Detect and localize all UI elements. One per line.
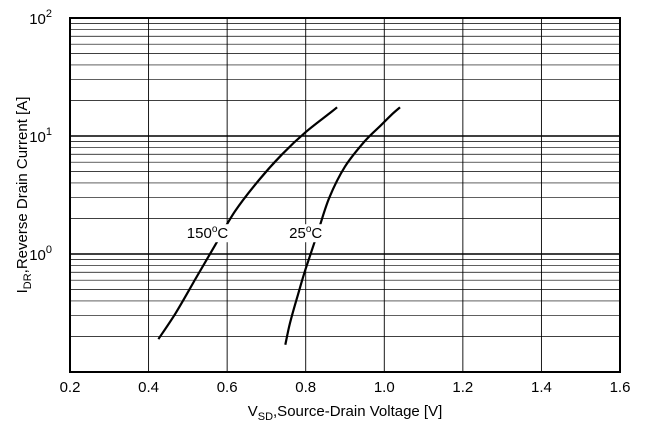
x-tick-label: 1.0 xyxy=(374,379,395,396)
x-tick-labels: 0.2 0.4 0.6 0.8 1.0 1.2 1.4 1.6 xyxy=(60,379,631,396)
x-tick-label: 1.6 xyxy=(610,379,631,396)
series-line-1 xyxy=(284,106,401,346)
series-label-1: 25oC xyxy=(289,224,322,242)
x-tick-label: 0.2 xyxy=(60,379,81,396)
x-tick-label: 0.6 xyxy=(217,379,238,396)
curves xyxy=(157,106,401,346)
y-axis-label: IDR,Reverse Drain Current [A] xyxy=(14,97,34,294)
x-tick-label: 0.4 xyxy=(138,379,159,396)
series-line-0 xyxy=(157,106,338,340)
series-label-0: 150oC xyxy=(187,224,229,242)
x-tick-label: 1.4 xyxy=(531,379,552,396)
series-label-background xyxy=(185,224,230,243)
x-tick-label: 0.8 xyxy=(295,379,316,396)
minor-gridlines xyxy=(70,23,620,337)
x-axis-label: VSD,Source-Drain Voltage [V] xyxy=(248,403,443,423)
plot-frame xyxy=(69,17,621,373)
y-tick-label: 102 xyxy=(29,8,52,28)
y-tick-labels: 102 101 100 xyxy=(29,8,52,264)
y-tick-label: 100 xyxy=(29,244,52,264)
series-label-background xyxy=(288,224,324,243)
y-tick-label: 101 xyxy=(29,126,52,146)
series-labels: 150oC 25oC xyxy=(185,224,324,243)
x-tick-label: 1.2 xyxy=(452,379,473,396)
major-gridlines xyxy=(69,17,621,372)
